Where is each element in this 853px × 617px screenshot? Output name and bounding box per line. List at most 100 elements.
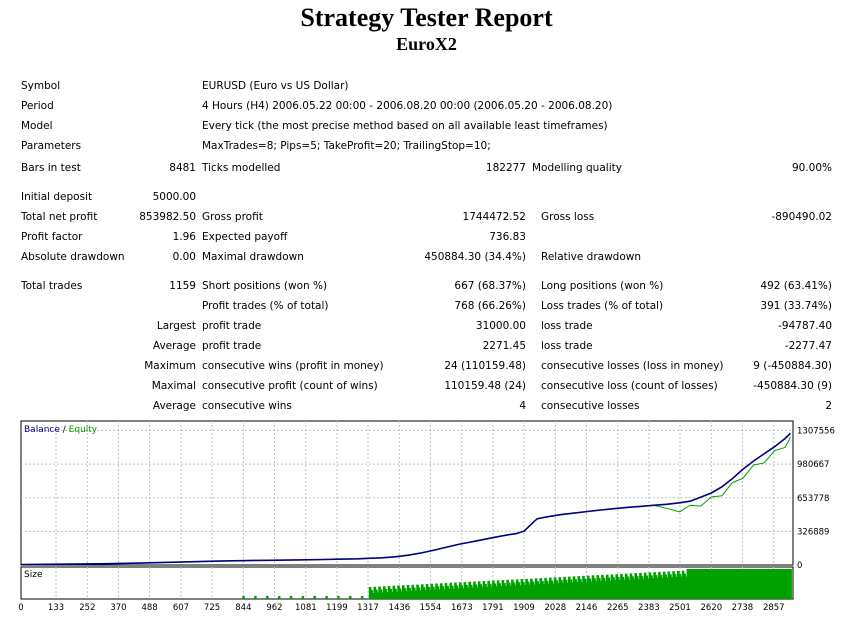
maximal-label: Maximal bbox=[151, 380, 196, 392]
size-bar bbox=[727, 569, 731, 599]
x-tick-label: 844 bbox=[235, 603, 251, 613]
size-bar bbox=[699, 569, 702, 599]
long-positions-value: 492 (63.41%) bbox=[760, 280, 832, 292]
size-bar bbox=[564, 579, 568, 599]
size-bar bbox=[528, 584, 532, 599]
report-title: Strategy Tester Report bbox=[300, 3, 553, 32]
size-bar bbox=[770, 569, 773, 599]
size-bar bbox=[476, 587, 479, 599]
size-bar bbox=[370, 589, 373, 599]
x-tick-label: 2265 bbox=[607, 603, 629, 613]
maximum-label: Maximum bbox=[144, 360, 196, 372]
size-bar bbox=[609, 580, 612, 599]
size-bar bbox=[711, 569, 715, 599]
largest-loss-trade-value: -94787.40 bbox=[778, 320, 832, 332]
grid bbox=[21, 421, 793, 599]
size-bar bbox=[556, 583, 560, 599]
model-label: Model bbox=[21, 120, 53, 132]
size-bar bbox=[680, 576, 683, 599]
long-positions-label: Long positions (won %) bbox=[541, 280, 664, 292]
size-bar bbox=[289, 596, 293, 599]
size-bar bbox=[571, 582, 574, 599]
size-bar bbox=[518, 585, 522, 599]
x-tick-label: 1791 bbox=[482, 603, 504, 613]
size-bar bbox=[424, 590, 427, 599]
size-bar bbox=[458, 582, 462, 599]
size-bar bbox=[605, 574, 609, 599]
relative-drawdown-label: Relative drawdown bbox=[541, 251, 642, 263]
ticks-value: 182277 bbox=[485, 162, 526, 174]
size-bar bbox=[409, 590, 413, 599]
bars-label: Bars in test bbox=[21, 162, 81, 174]
size-bar bbox=[547, 583, 551, 599]
size-bar bbox=[672, 571, 675, 599]
max-consecutive-wins-label: consecutive wins (profit in money) bbox=[202, 360, 384, 372]
short-positions-label: Short positions (won %) bbox=[202, 280, 328, 292]
size-bar bbox=[381, 592, 385, 599]
size-bar bbox=[325, 596, 328, 599]
size-bar bbox=[746, 569, 750, 599]
size-bar bbox=[414, 590, 418, 599]
size-bar bbox=[733, 569, 737, 599]
size-bar bbox=[411, 584, 415, 599]
x-tick-label: 252 bbox=[79, 603, 95, 613]
x-tick-label: 2857 bbox=[763, 603, 785, 613]
size-bar bbox=[719, 569, 723, 599]
size-bar bbox=[767, 569, 770, 599]
size-bar bbox=[658, 571, 661, 599]
size-bar bbox=[583, 578, 587, 599]
size-bar bbox=[634, 573, 637, 599]
quality-label: Modelling quality bbox=[532, 162, 622, 174]
size-bar bbox=[501, 580, 505, 599]
size-bar bbox=[620, 573, 623, 599]
y-tick-label: 1307556 bbox=[797, 427, 835, 437]
size-bar bbox=[656, 577, 660, 599]
maximal-consecutive-profit-value: 110159.48 (24) bbox=[444, 380, 526, 392]
size-bar bbox=[681, 570, 685, 599]
size-bar bbox=[541, 581, 544, 599]
size-bar bbox=[373, 586, 377, 599]
size-bar bbox=[492, 580, 495, 599]
size-bar bbox=[405, 591, 408, 599]
size-bar bbox=[688, 569, 691, 599]
size-bar bbox=[514, 585, 517, 599]
bars-value: 8481 bbox=[169, 162, 196, 174]
size-bar bbox=[441, 586, 445, 599]
size-bar bbox=[604, 580, 607, 599]
size-bar bbox=[301, 596, 305, 599]
size-bar bbox=[408, 587, 411, 599]
size-bar bbox=[726, 569, 729, 599]
size-bar bbox=[631, 576, 634, 599]
largest-profit-trade-value: 31000.00 bbox=[475, 320, 526, 332]
size-bar bbox=[495, 586, 498, 599]
size-bar bbox=[637, 578, 641, 599]
size-bar bbox=[707, 569, 710, 599]
size-bar bbox=[422, 587, 426, 599]
size-bar bbox=[683, 573, 686, 599]
size-bar bbox=[757, 569, 761, 599]
y-tick-labels: 1307556 980667 653778 326889 0 bbox=[797, 427, 835, 571]
max-consecutive-losses-value: 9 (-450884.30) bbox=[753, 360, 832, 372]
size-bar bbox=[545, 580, 549, 599]
size-bar bbox=[439, 583, 443, 599]
size-bar bbox=[684, 576, 688, 599]
size-bar bbox=[474, 584, 478, 599]
x-tick-label: 1317 bbox=[357, 603, 379, 613]
size-bar bbox=[771, 569, 775, 599]
size-bar bbox=[697, 569, 701, 599]
size-bar bbox=[563, 576, 566, 599]
size-bar bbox=[403, 588, 407, 599]
size-bar bbox=[640, 575, 644, 599]
period-value: 4 Hours (H4) 2006.05.22 00:00 - 2006.08.… bbox=[202, 100, 613, 112]
size-bar bbox=[386, 592, 389, 599]
size-bar bbox=[520, 579, 524, 599]
size-bar bbox=[522, 581, 525, 599]
size-bar bbox=[477, 581, 481, 599]
size-bar bbox=[678, 573, 682, 599]
size-bar bbox=[730, 569, 734, 599]
size-bar bbox=[765, 569, 769, 599]
size-bar bbox=[643, 572, 647, 599]
size-bar bbox=[677, 570, 680, 599]
x-tick-label: 1199 bbox=[326, 603, 348, 613]
size-bar bbox=[455, 585, 459, 599]
